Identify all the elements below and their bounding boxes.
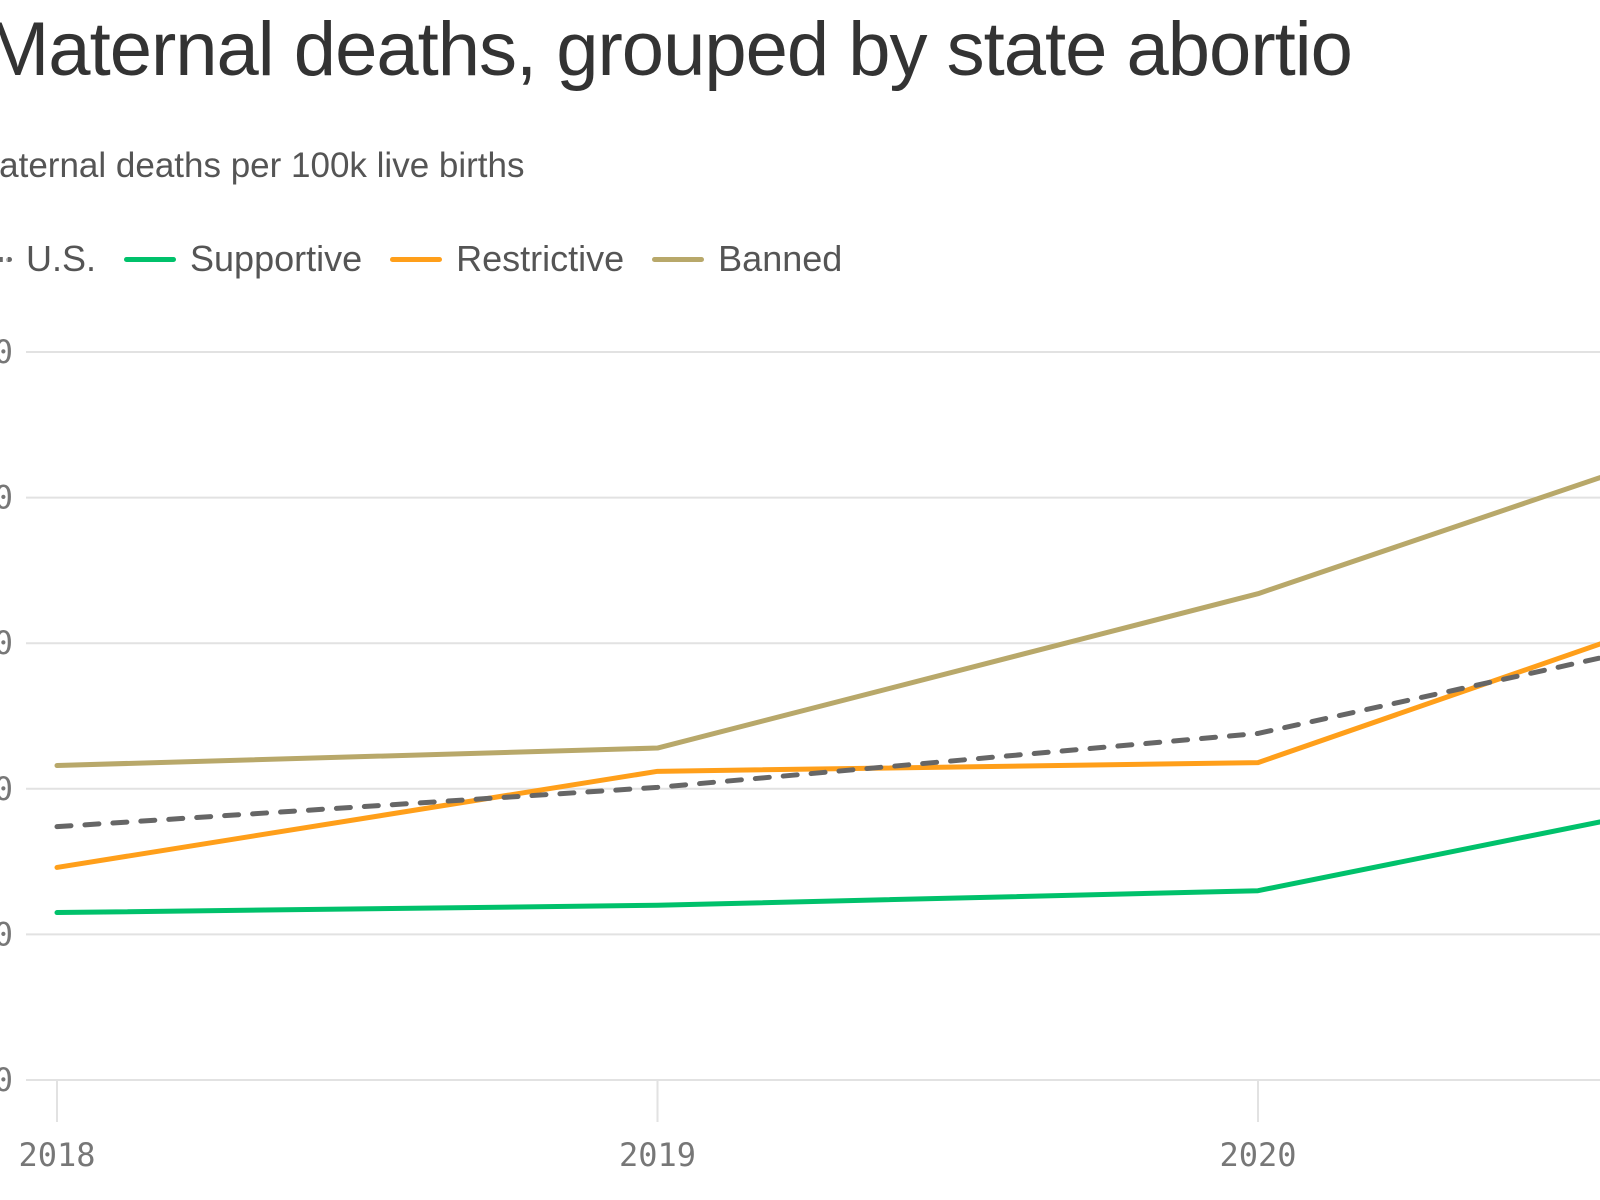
series-line-banned [54, 474, 1600, 769]
legend-item: Banned [652, 238, 842, 280]
legend-label: U.S. [26, 238, 97, 279]
chart-subtitle: Maternal deaths per 100k live births [0, 146, 525, 185]
series-line-supportive [54, 819, 1600, 916]
y-tick-label: 50 [0, 333, 13, 371]
legend-swatch [652, 256, 705, 262]
y-tick-label: 40 [0, 479, 13, 517]
legend-label: Banned [718, 238, 843, 279]
x-tick-label: 2018 [18, 1136, 95, 1174]
legend-swatch [390, 256, 443, 262]
legend-label: Restrictive [456, 238, 625, 279]
y-tick-label: 10 [0, 915, 13, 953]
legend-swatch [124, 256, 177, 262]
chart-title: Maternal deaths, grouped by state aborti… [0, 7, 1353, 92]
legend: U.S. Supportive Restrictive Banned [0, 238, 870, 280]
y-tick-label: 0 [0, 1061, 13, 1099]
legend-swatch [0, 256, 12, 262]
y-tick-label: 30 [0, 624, 13, 662]
x-tick-label: 2019 [619, 1136, 696, 1174]
legend-label: Supportive [190, 238, 363, 279]
x-tick-label: 2020 [1219, 1136, 1296, 1174]
legend-item: Supportive [124, 238, 362, 280]
legend-item: Restrictive [390, 238, 624, 280]
series-line-restrictive [54, 641, 1600, 870]
y-tick-label: 20 [0, 770, 13, 808]
series-line-us [54, 655, 1600, 830]
legend-item: U.S. [0, 238, 96, 280]
